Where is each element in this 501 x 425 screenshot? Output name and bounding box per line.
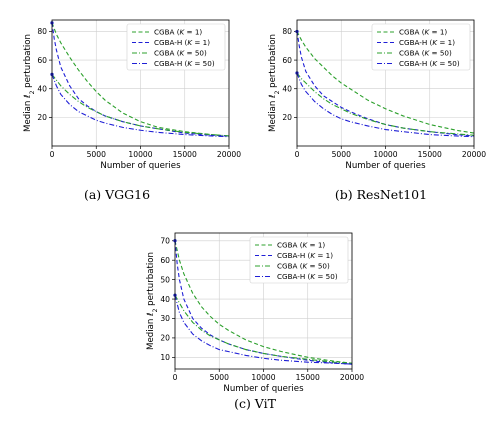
panel-caption: (c) ViT [234,396,277,411]
y-tick-label: 50 [160,275,170,284]
y-axis-label: Median ℓ2 perturbation [146,252,159,350]
y-tick-label: 40 [282,84,292,93]
legend-label-1: CGBA (K = 1) [277,241,325,250]
series-line-1 [52,22,229,137]
y-axis-label: Median ℓ2 perturbation [23,34,36,132]
x-tick-label: 20000 [217,150,241,159]
series-line-4 [297,72,474,138]
legend-label-3: CGBA (K = 50) [277,262,330,271]
panel-resnet101: 0 5000 10000 15000 20000 20 40 60 80 CGBA (K = 1)… [268,19,486,202]
legend-label-2: CGBA-H (K = 1) [399,38,455,47]
x-tick-label: 5000 [332,150,351,159]
y-tick-label: 20 [160,334,170,343]
panel-caption: (a) VGG16 [84,187,150,202]
x-tick-label: 10000 [373,150,397,159]
panel-caption: (b) ResNet101 [335,187,427,202]
series-line-3 [52,74,229,137]
series-line-4 [52,74,229,138]
legend-label-4: CGBA-H (K = 50) [154,59,215,68]
series-line-1 [297,31,474,134]
panel-vgg16: 0 5000 10000 15000 20000 20 40 60 80 CGBA (K = 1)… [23,19,241,202]
y-tick-label: 40 [37,84,47,93]
x-tick-label: 0 [295,150,300,159]
plot-frame [296,19,475,147]
x-tick-label: 0 [173,373,178,382]
series-line-3 [175,294,352,364]
x-axis-label: Number of queries [100,161,181,171]
legend-box [371,23,471,71]
y-tick-label: 80 [37,27,47,36]
y-tick-label: 30 [160,314,170,323]
legend-label-3: CGBA (K = 50) [154,49,207,58]
y-tick-label: 20 [37,113,47,122]
x-tick-label: 5000 [210,373,229,382]
x-tick-label: 15000 [296,373,320,382]
y-tick-label: 80 [282,27,292,36]
legend-label-4: CGBA-H (K = 50) [277,272,338,281]
y-tick-label: 60 [282,56,292,65]
x-tick-label: 10000 [128,150,152,159]
x-tick-label: 15000 [173,150,197,159]
legend-label-3: CGBA (K = 50) [399,49,452,58]
legend-label-2: CGBA-H (K = 1) [277,251,333,260]
x-tick-label: 10000 [251,373,275,382]
x-tick-label: 20000 [340,373,364,382]
series-line-3 [297,72,474,136]
legend-label-1: CGBA (K = 1) [399,28,447,37]
legend-box [249,236,349,284]
series-line-4 [175,295,352,365]
x-axis-label: Number of queries [345,161,426,171]
legend-box [126,23,226,71]
series-line-2 [175,240,352,365]
x-tick-label: 15000 [418,150,442,159]
x-tick-label: 0 [50,150,55,159]
panel-vit: 0 5000 10000 15000 20000 10 20 30 40 50 60 70 CGBA (… [146,232,364,411]
x-axis-label: Number of queries [223,384,304,394]
plot-frame [51,19,230,147]
x-tick-label: 5000 [87,150,106,159]
y-tick-label: 20 [282,113,292,122]
legend-label-1: CGBA (K = 1) [154,28,202,37]
y-tick-label: 60 [37,56,47,65]
y-tick-label: 10 [160,353,170,362]
y-tick-label: 40 [160,295,170,304]
y-tick-label: 70 [160,236,170,245]
plot-frame [174,232,353,370]
legend-label-2: CGBA-H (K = 1) [154,38,210,47]
y-axis-label: Median ℓ2 perturbation [268,34,281,132]
legend-label-4: CGBA-H (K = 50) [399,59,460,68]
y-tick-label: 60 [160,256,170,265]
x-tick-label: 20000 [462,150,486,159]
